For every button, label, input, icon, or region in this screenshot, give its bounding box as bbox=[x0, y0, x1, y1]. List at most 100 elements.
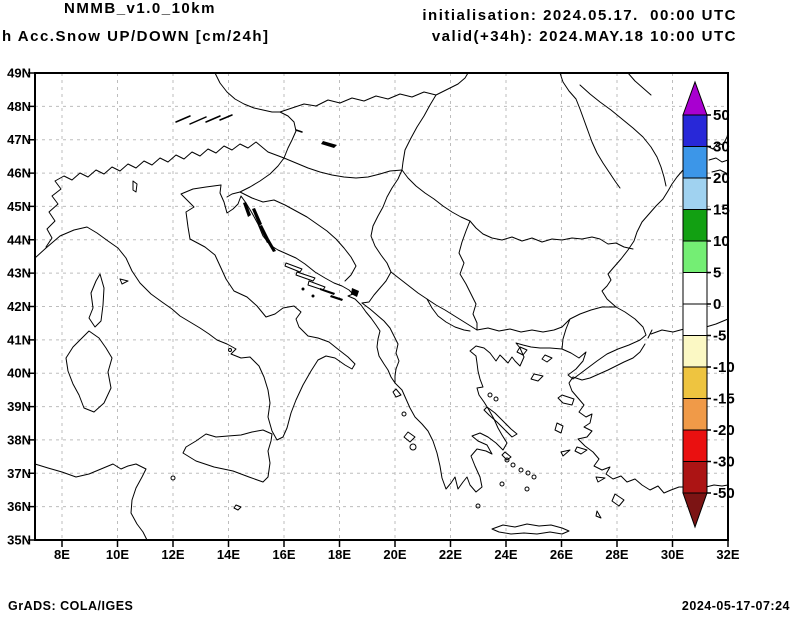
colorbar-value: 5 bbox=[713, 265, 721, 282]
border-austria-czech-hungary bbox=[214, 72, 297, 198]
island bbox=[233, 504, 242, 511]
coastline-adriatic-balkan bbox=[219, 132, 729, 493]
colorbar-value: -50 bbox=[713, 485, 735, 502]
lake-balaton bbox=[321, 141, 337, 148]
lat-label: 39N bbox=[7, 399, 31, 414]
coastline-italy bbox=[34, 184, 356, 441]
island bbox=[530, 373, 544, 382]
border-hungary-croatia-serbia bbox=[283, 157, 403, 179]
island bbox=[493, 396, 499, 402]
kotor-bay-mark bbox=[351, 288, 359, 297]
colorbar-segment bbox=[682, 177, 708, 210]
island bbox=[574, 446, 588, 455]
colorbar-segment bbox=[682, 209, 708, 242]
lat-label: 45N bbox=[7, 199, 31, 214]
ionian-islands bbox=[392, 388, 417, 451]
island bbox=[170, 475, 176, 481]
colorbar-under-arrow bbox=[682, 492, 708, 529]
product-title: h Acc.Snow UP/DOWN [cm/24h] bbox=[2, 28, 270, 45]
lat-label: 49N bbox=[7, 66, 31, 81]
island bbox=[266, 239, 276, 252]
colorbar-value: 0 bbox=[713, 296, 721, 313]
colorbar-value: 10 bbox=[713, 233, 730, 250]
border-moldova bbox=[559, 72, 667, 189]
lat-label: 44N bbox=[7, 232, 31, 247]
lon-label: 28E bbox=[605, 547, 628, 562]
border-romania bbox=[401, 94, 634, 250]
colorbar-value: -30 bbox=[713, 454, 735, 471]
model-title: NMMB_v1.0_10km bbox=[64, 0, 216, 17]
colorbar-segment bbox=[682, 366, 708, 399]
colorbar-value: 20 bbox=[713, 170, 730, 187]
border-kosovo-macedonia bbox=[390, 271, 478, 331]
island bbox=[510, 462, 516, 468]
colorbar: 50 30 20 15 10 5 0 -5 -10 -15 -20 -30 -5… bbox=[682, 80, 735, 529]
colorbar-value: -15 bbox=[713, 391, 735, 408]
island bbox=[487, 392, 493, 398]
island bbox=[311, 294, 315, 298]
filled-islets bbox=[243, 141, 359, 301]
island bbox=[307, 280, 326, 291]
lat-label: 40N bbox=[7, 366, 31, 381]
island bbox=[516, 346, 528, 356]
river-hatching-danube bbox=[175, 114, 303, 133]
colorbar-segment bbox=[682, 114, 708, 147]
lon-label: 26E bbox=[550, 547, 573, 562]
lat-label: 38N bbox=[7, 432, 31, 447]
island bbox=[301, 287, 305, 291]
initialisation-line: initialisation: 2024.05.17. 00:00 UTC bbox=[422, 7, 737, 24]
colorbar-value: -10 bbox=[713, 359, 735, 376]
aegean-islands bbox=[475, 346, 625, 519]
island bbox=[284, 262, 303, 273]
lon-label: 18E bbox=[328, 547, 351, 562]
lon-label: 14E bbox=[217, 547, 240, 562]
island-sicily bbox=[182, 429, 273, 483]
lon-tick-marks bbox=[61, 540, 729, 547]
island bbox=[554, 422, 564, 434]
lon-label: 20E bbox=[383, 547, 406, 562]
lat-tick-marks bbox=[28, 72, 35, 541]
colorbar-segment bbox=[682, 335, 708, 368]
island bbox=[611, 493, 625, 507]
lon-axis-labels: 8E 10E 12E 14E 16E 18E 20E 22E 24E 26E 2… bbox=[54, 547, 740, 562]
coastline-turkey-aegean bbox=[568, 376, 729, 494]
island bbox=[504, 457, 510, 463]
island bbox=[252, 208, 262, 226]
lon-label: 32E bbox=[716, 547, 739, 562]
colorbar-segment bbox=[682, 303, 708, 336]
colorbar-segment bbox=[682, 398, 708, 431]
island bbox=[557, 394, 575, 406]
lat-label: 46N bbox=[7, 166, 31, 181]
colorbar-segment bbox=[682, 461, 708, 494]
island bbox=[518, 467, 524, 473]
island bbox=[403, 431, 416, 443]
colorbar-value: 50 bbox=[713, 107, 730, 124]
lat-label: 48N bbox=[7, 99, 31, 114]
border-croatia-bosnia bbox=[239, 191, 357, 282]
lon-label: 22E bbox=[439, 547, 462, 562]
island bbox=[541, 354, 553, 363]
lat-label: 37N bbox=[7, 466, 31, 481]
grads-credit: GrADS: COLA/IGES bbox=[8, 599, 134, 613]
dalmatian-islands bbox=[284, 262, 326, 291]
coastline-marmara-south bbox=[572, 343, 646, 381]
lon-label: 24E bbox=[494, 547, 517, 562]
border-serbia-bulgaria bbox=[458, 220, 478, 331]
gridlines-horizontal bbox=[35, 105, 728, 508]
island-euboea bbox=[483, 406, 518, 438]
island bbox=[295, 271, 316, 282]
island bbox=[259, 225, 270, 243]
border-bulgaria-greece-turkey bbox=[476, 306, 617, 350]
island bbox=[560, 449, 571, 457]
island-sardinia bbox=[65, 330, 113, 413]
island bbox=[401, 411, 407, 417]
lat-axis-labels: 49N 48N 47N 46N 45N 44N 43N 42N 41N 40N … bbox=[7, 66, 31, 548]
coastline-africa bbox=[34, 463, 148, 541]
island bbox=[320, 288, 335, 295]
coastline-blacksea-estuaries bbox=[708, 157, 729, 175]
colorbar-value: -5 bbox=[713, 328, 726, 345]
island bbox=[119, 278, 129, 285]
colorbar-tick-lines bbox=[707, 114, 711, 494]
